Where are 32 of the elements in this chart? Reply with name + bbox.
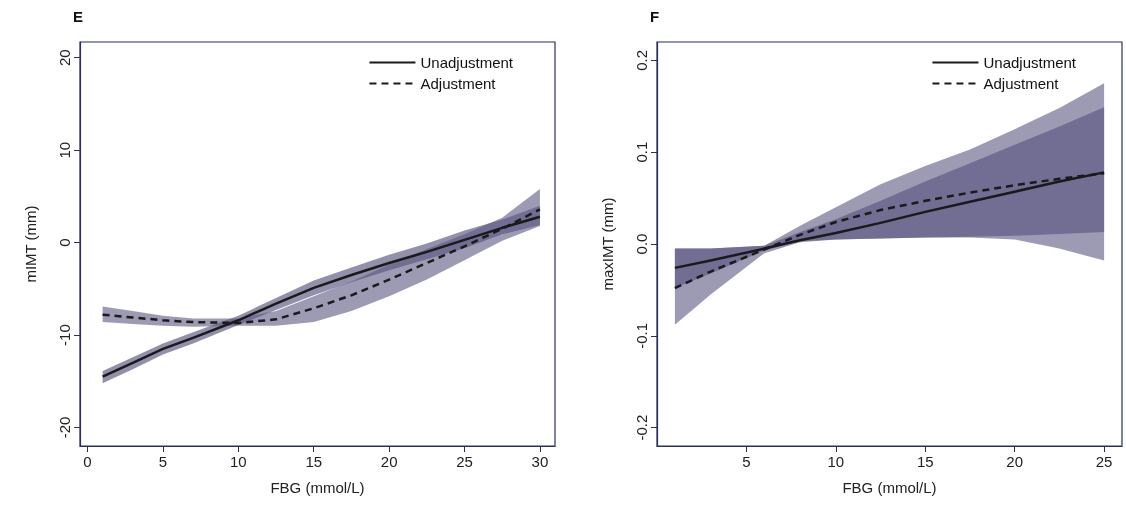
x-tick-label: 10 bbox=[229, 453, 247, 470]
x-tick-label: 0 bbox=[83, 453, 92, 470]
legend-label: Unadjustment bbox=[420, 54, 514, 71]
y-tick-label: -0.2 bbox=[633, 414, 650, 441]
y-tick-label: 0.0 bbox=[633, 233, 650, 255]
legend-label: Adjustment bbox=[420, 75, 497, 92]
x-tick-label: 20 bbox=[1006, 453, 1024, 470]
chart-title: E bbox=[73, 8, 84, 25]
x-axis-title: FBG (mmol/L) bbox=[270, 479, 365, 496]
y-axis-title: maxIMT (mm) bbox=[599, 197, 616, 291]
x-tick-label: 25 bbox=[1095, 453, 1113, 470]
legend-label: Adjustment bbox=[983, 75, 1060, 92]
x-tick-label: 30 bbox=[531, 453, 549, 470]
x-tick-label: 25 bbox=[456, 453, 473, 470]
chart-title: F bbox=[650, 8, 660, 25]
legend-label: Unadjustment bbox=[983, 54, 1077, 71]
y-tick-label: 0 bbox=[56, 238, 73, 247]
x-tick-label: 20 bbox=[380, 453, 398, 470]
x-tick-label: 10 bbox=[827, 453, 845, 470]
x-tick-label: 5 bbox=[158, 453, 168, 470]
y-axis-title: mIMT (mm) bbox=[22, 205, 39, 283]
y-tick-label: -0.1 bbox=[633, 322, 650, 349]
x-tick-label: 5 bbox=[742, 453, 751, 470]
x-tick-label: 15 bbox=[916, 453, 934, 470]
y-tick-label: -10 bbox=[56, 324, 73, 346]
y-tick-label: 20 bbox=[56, 49, 73, 67]
y-tick-label: 0.2 bbox=[633, 49, 650, 71]
y-tick-label: -20 bbox=[56, 416, 73, 439]
x-axis-title: FBG (mmol/L) bbox=[842, 479, 937, 496]
x-tick-label: 15 bbox=[305, 453, 323, 470]
y-tick-label: 0.1 bbox=[633, 141, 650, 163]
y-tick-label: 10 bbox=[56, 141, 73, 159]
